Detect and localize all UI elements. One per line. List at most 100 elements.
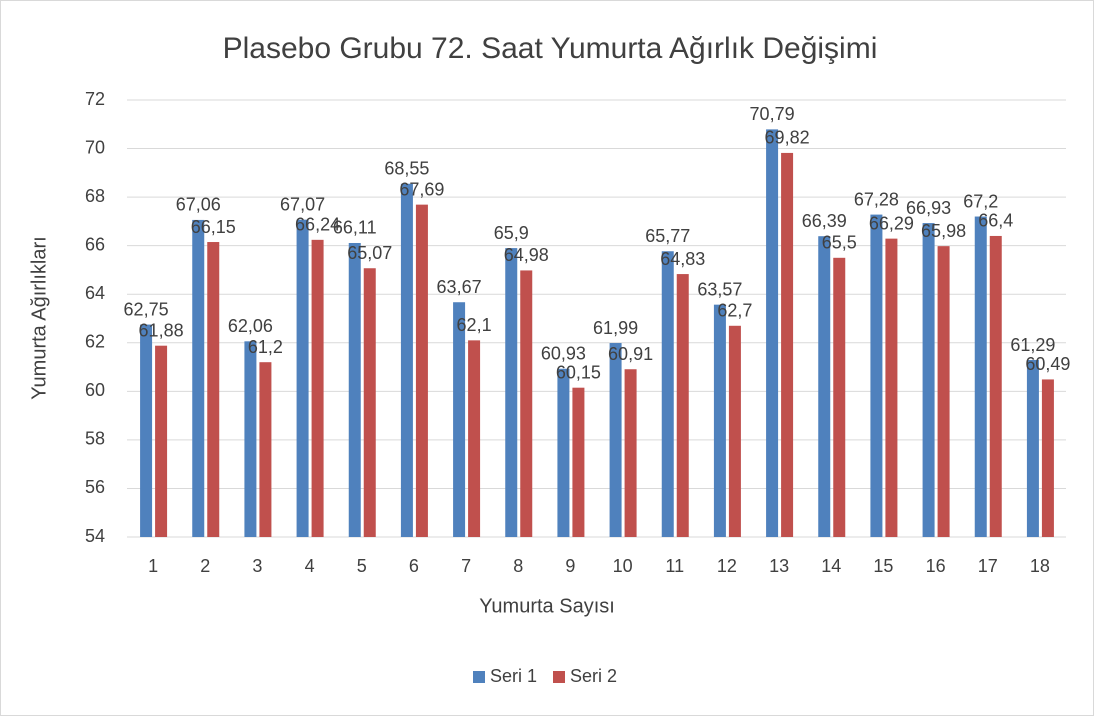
- bar: [624, 369, 637, 537]
- x-tick-label: 4: [305, 556, 315, 576]
- value-label: 60,91: [608, 344, 653, 364]
- value-label: 70,79: [750, 104, 795, 124]
- bar: [415, 204, 428, 538]
- value-label: 64,98: [504, 245, 549, 265]
- value-label: 67,28: [854, 189, 899, 209]
- x-tick-label: 3: [252, 556, 262, 576]
- y-tick-label: 56: [85, 477, 105, 497]
- bar: [520, 270, 533, 537]
- value-label: 60,15: [556, 362, 601, 382]
- value-label: 67,69: [399, 179, 444, 199]
- value-label: 64,83: [660, 249, 705, 269]
- x-tick-label: 6: [409, 556, 419, 576]
- bar: [833, 257, 846, 537]
- bar: [155, 345, 168, 537]
- bar: [818, 236, 831, 537]
- value-label: 62,7: [717, 301, 752, 321]
- bar: [870, 214, 883, 537]
- value-label: 68,55: [384, 159, 429, 179]
- x-tick-label: 1: [148, 556, 158, 576]
- x-tick-label: 16: [926, 556, 946, 576]
- bar: [140, 324, 153, 537]
- value-label: 69,82: [765, 128, 810, 148]
- value-label: 66,24: [295, 215, 340, 235]
- x-tick-label: 8: [513, 556, 523, 576]
- value-label: 61,2: [248, 337, 283, 357]
- x-tick-label: 5: [357, 556, 367, 576]
- bar: [363, 268, 376, 537]
- x-tick-label: 13: [769, 556, 789, 576]
- value-label: 61,99: [593, 318, 638, 338]
- legend-swatch: [553, 671, 565, 683]
- value-label: 66,39: [802, 211, 847, 231]
- value-label: 63,67: [437, 277, 482, 297]
- bar: [207, 242, 220, 537]
- legend-label: Seri 1: [490, 666, 537, 686]
- y-tick-label: 68: [85, 186, 105, 206]
- bar: [572, 387, 585, 537]
- x-tick-label: 18: [1030, 556, 1050, 576]
- value-label: 63,57: [697, 279, 742, 299]
- bar: [713, 304, 726, 537]
- y-tick-label: 62: [85, 332, 105, 352]
- x-tick-label: 12: [717, 556, 737, 576]
- bar: [400, 183, 413, 537]
- chart-title: Plasebo Grubu 72. Saat Yumurta Ağırlık D…: [223, 32, 878, 65]
- bar: [296, 219, 309, 537]
- value-label: 61,88: [139, 320, 184, 340]
- value-label: 66,4: [978, 211, 1013, 231]
- legend-label: Seri 2: [570, 666, 617, 686]
- bar: [192, 219, 205, 537]
- bar: [974, 216, 987, 538]
- bar: [609, 343, 622, 537]
- bar: [1026, 360, 1039, 537]
- bar: [922, 223, 935, 538]
- y-tick-label: 72: [85, 89, 105, 109]
- y-tick-label: 58: [85, 429, 105, 449]
- legend-swatch: [473, 671, 485, 683]
- bar: [244, 341, 257, 537]
- value-label: 61,29: [1010, 335, 1055, 355]
- bar: [728, 325, 741, 537]
- bar: [259, 362, 272, 537]
- x-tick-label: 2: [200, 556, 210, 576]
- y-axis-title: Yumurta Ağırlıkları: [28, 236, 50, 399]
- value-label: 66,93: [906, 198, 951, 218]
- bar: [885, 238, 898, 538]
- bar: [989, 235, 1002, 537]
- value-label: 66,11: [333, 218, 377, 238]
- bar: [781, 152, 794, 538]
- value-label: 62,06: [228, 316, 273, 336]
- value-label: 67,07: [280, 194, 325, 214]
- value-label: 60,49: [1025, 354, 1070, 374]
- x-tick-label: 11: [665, 556, 684, 576]
- value-label: 67,2: [963, 191, 998, 211]
- bar: [348, 242, 361, 538]
- bar: [468, 340, 481, 537]
- value-label: 65,77: [645, 226, 690, 246]
- bar: [937, 246, 950, 537]
- bar: [676, 274, 689, 537]
- value-label: 65,9: [494, 223, 529, 243]
- x-tick-label: 7: [461, 556, 471, 576]
- value-label: 66,15: [191, 217, 236, 237]
- y-tick-label: 60: [85, 380, 105, 400]
- y-tick-label: 70: [85, 137, 105, 157]
- bar: [453, 302, 466, 537]
- x-tick-label: 10: [613, 556, 633, 576]
- value-label: 65,07: [347, 243, 392, 263]
- x-tick-label: 9: [565, 556, 575, 576]
- bar: [311, 239, 324, 537]
- value-label: 65,98: [921, 221, 966, 241]
- x-tick-label: 15: [873, 556, 893, 576]
- y-tick-label: 64: [85, 283, 105, 303]
- y-tick-label: 54: [85, 526, 105, 546]
- x-axis-title: Yumurta Sayısı: [479, 595, 615, 617]
- bar: [766, 129, 779, 538]
- x-tick-label: 17: [978, 556, 998, 576]
- value-label: 65,5: [822, 233, 857, 253]
- bar: [557, 368, 570, 537]
- value-label: 66,29: [869, 213, 914, 233]
